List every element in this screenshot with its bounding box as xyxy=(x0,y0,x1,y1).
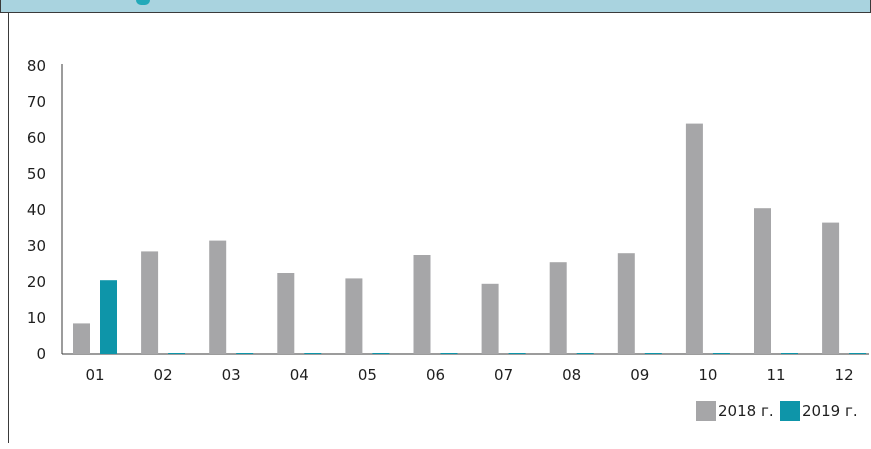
y-tick-label: 30 xyxy=(27,237,46,255)
x-tick-label: 03 xyxy=(222,366,241,384)
bar-2019-04 xyxy=(304,353,322,354)
y-tick-label: 70 xyxy=(27,93,46,111)
y-tick-label: 0 xyxy=(36,345,46,363)
x-tick-label: 08 xyxy=(562,366,581,384)
header-accent xyxy=(136,0,150,5)
legend-label-2019: 2019 г. xyxy=(802,402,858,420)
x-tick-labels: 01 02 03 04 05 06 07 08 09 10 11 12 xyxy=(85,366,853,384)
bar-2019-11 xyxy=(781,353,798,354)
bar-2018-01 xyxy=(73,323,90,354)
x-tick-label: 02 xyxy=(154,366,173,384)
bar-2018-11 xyxy=(754,208,771,354)
y-tick-label: 50 xyxy=(27,165,46,183)
legend-swatch-2019 xyxy=(780,401,800,421)
bar-2019-09 xyxy=(644,353,662,354)
bar-2018-04 xyxy=(277,273,295,354)
legend-item-2018: 2018 г. xyxy=(696,401,774,421)
bar-2019-06 xyxy=(440,353,458,354)
x-tick-label: 01 xyxy=(85,366,104,384)
bar-2018-06 xyxy=(413,255,431,354)
legend-label-2018: 2018 г. xyxy=(718,402,774,420)
y-tick-label: 10 xyxy=(27,309,46,327)
y-tick-label: 60 xyxy=(27,129,46,147)
bar-2018-12 xyxy=(822,222,840,354)
bar-2018-07 xyxy=(481,283,499,354)
legend-item-2019: 2019 г. xyxy=(780,401,858,421)
y-tick-label: 20 xyxy=(27,273,46,291)
y-tick-labels: 0 10 20 30 40 50 60 70 80 xyxy=(27,57,46,363)
bar-2019-12 xyxy=(849,353,867,354)
bar-2018-03 xyxy=(209,240,227,354)
y-tick-label: 80 xyxy=(27,57,46,75)
bar-2019-02 xyxy=(168,353,186,354)
x-tick-label: 11 xyxy=(766,366,785,384)
bar-2018-02 xyxy=(141,251,159,354)
bar-2018-09 xyxy=(617,253,635,354)
x-tick-label: 07 xyxy=(494,366,513,384)
bar-2019-05 xyxy=(372,353,390,354)
x-tick-label: 05 xyxy=(358,366,377,384)
bar-2018-10 xyxy=(685,123,703,354)
panel-left-border xyxy=(8,13,9,443)
x-tick-label: 09 xyxy=(630,366,649,384)
bar-2019-08 xyxy=(576,353,594,354)
x-tick-label: 10 xyxy=(698,366,717,384)
bar-2019-03 xyxy=(236,353,254,354)
bar-2019-07 xyxy=(508,353,526,354)
x-tick-label: 12 xyxy=(835,366,854,384)
bars-group xyxy=(73,123,867,354)
bar-2018-05 xyxy=(345,278,363,354)
x-tick-label: 04 xyxy=(290,366,309,384)
bar-2019-01 xyxy=(100,280,117,354)
bar-2018-08 xyxy=(549,262,567,354)
x-tick-label: 06 xyxy=(426,366,445,384)
bar-2019-10 xyxy=(712,353,730,354)
y-tick-label: 40 xyxy=(27,201,46,219)
legend-swatch-2018 xyxy=(696,401,716,421)
